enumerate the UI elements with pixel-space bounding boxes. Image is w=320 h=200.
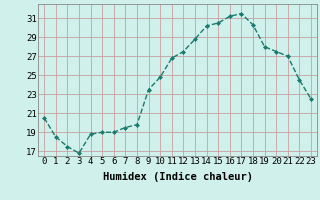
X-axis label: Humidex (Indice chaleur): Humidex (Indice chaleur) <box>103 172 252 182</box>
